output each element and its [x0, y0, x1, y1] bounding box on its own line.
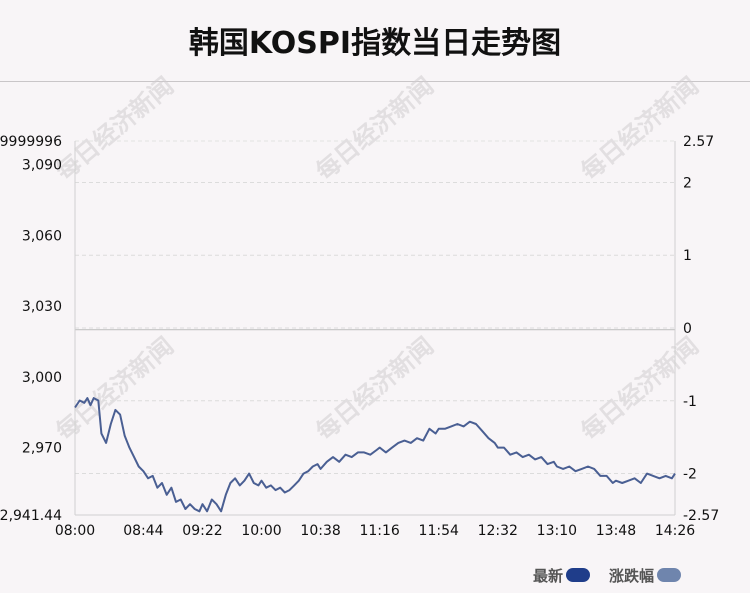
x-tick-label: 12:32 [478, 523, 518, 539]
x-tick-label: 14:26 [655, 523, 695, 539]
series-line-latest [74, 397, 676, 513]
y-left-tick-label: 3,090 [22, 158, 62, 174]
y-right-tick-label: -2 [683, 467, 697, 483]
legend-label-change: 涨跌幅 [609, 566, 655, 585]
watermark-0: 每日经济新闻 [51, 72, 179, 186]
y-left-tick-label: 3,030 [22, 299, 62, 315]
x-tick-label: 09:22 [182, 523, 222, 539]
y-right-tick-label: 2.57 [683, 134, 714, 150]
y-left-tick-label: 3,000 [22, 370, 62, 386]
watermark-3: 每日经济新闻 [51, 332, 179, 446]
y-left-tick-label: 3,060 [22, 228, 62, 244]
y-left-tick-label: 3,099999996 [0, 134, 62, 150]
legend-swatch-latest [566, 568, 591, 582]
y-right-tick-label: 0 [683, 321, 692, 337]
x-tick-label: 08:00 [55, 523, 95, 539]
y-right-tick-label: -2.57 [683, 508, 719, 524]
x-tick-label: 10:38 [300, 523, 340, 539]
watermark-5: 每日经济新闻 [576, 332, 704, 446]
y-right-tick-label: 1 [683, 248, 692, 264]
y-left-tick-label: 2,970 [22, 441, 62, 457]
legend-item-change[interactable]: 涨跌幅 [609, 565, 682, 585]
watermark-1: 每日经济新闻 [311, 72, 439, 186]
legend-swatch-change [657, 568, 682, 582]
watermark-2: 每日经济新闻 [576, 72, 704, 186]
y-left-tick-label: 2,941.44 [0, 508, 62, 524]
x-tick-label: 11:16 [359, 523, 399, 539]
title-divider [0, 81, 750, 82]
x-tick-label: 10:00 [241, 523, 281, 539]
legend-item-latest[interactable]: 最新 [533, 565, 591, 585]
y-right-tick-label: -1 [683, 394, 697, 410]
y-right-tick-label: 2 [683, 175, 692, 191]
chart-title: 韩国KOSPI指数当日走势图 [188, 26, 562, 61]
watermark-4: 每日经济新闻 [311, 332, 439, 446]
x-tick-label: 08:44 [123, 523, 163, 539]
x-tick-label: 13:10 [537, 523, 577, 539]
x-tick-label: 11:54 [419, 523, 459, 539]
x-tick-label: 13:48 [596, 523, 636, 539]
legend-label-latest: 最新 [533, 566, 564, 585]
